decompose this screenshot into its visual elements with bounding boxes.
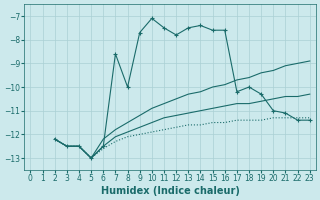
X-axis label: Humidex (Indice chaleur): Humidex (Indice chaleur) [101, 186, 240, 196]
